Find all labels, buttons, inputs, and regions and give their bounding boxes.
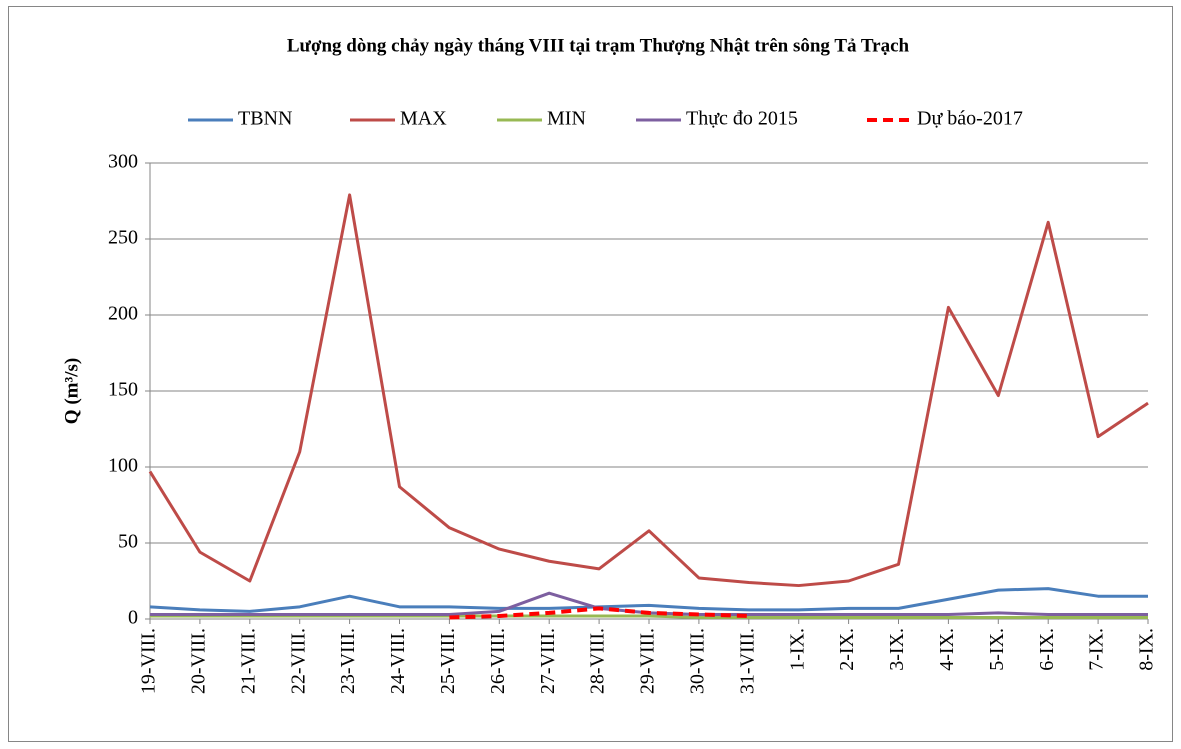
x-tick-label: 1-IX.: [786, 628, 808, 671]
x-tick-label: 23-VIII.: [337, 628, 359, 694]
y-tick-label: 250: [108, 227, 138, 249]
y-tick-label: 200: [108, 303, 138, 325]
x-tick-label: 19-VIII.: [138, 628, 160, 694]
x-tick-label: 7-IX.: [1086, 628, 1108, 671]
x-tick-label: 29-VIII.: [637, 628, 659, 694]
y-axis-label: Q (m³/s): [61, 358, 82, 424]
x-tick-label: 6-IX.: [1036, 628, 1058, 671]
x-tick-label: 28-VIII.: [587, 628, 609, 694]
y-tick-label: 0: [128, 607, 138, 629]
x-tick-label: 21-VIII.: [237, 628, 259, 694]
x-tick-label: 3-IX.: [886, 628, 908, 671]
series-line: [150, 614, 1148, 619]
series-line: [148, 193, 1149, 588]
x-tick-label: 30-VIII.: [686, 628, 708, 694]
y-tick-label: 150: [108, 379, 138, 401]
legend-label: Dự báo-2017: [917, 108, 1023, 130]
legend-label: MIN: [547, 108, 586, 130]
y-tick-label: 50: [118, 531, 138, 553]
legend-label: TBNN: [238, 108, 292, 130]
x-tick-label: 2-IX.: [836, 628, 858, 671]
y-tick-label: 300: [108, 151, 138, 173]
series-line: [149, 587, 1148, 613]
x-tick-label: 20-VIII.: [187, 628, 209, 694]
x-tick-label: 4-IX.: [936, 628, 958, 671]
x-tick-label: 27-VIII.: [537, 628, 559, 694]
chart-title: Lượng dòng chảy ngày tháng VIII tại trạm…: [287, 35, 910, 56]
series-line: [449, 606, 749, 620]
x-tick-label: 8-IX.: [1136, 628, 1158, 671]
x-tick-label: 5-IX.: [986, 628, 1008, 671]
x-tick-label: 31-VIII.: [736, 628, 758, 694]
legend-label: Thực đo 2015: [686, 108, 798, 130]
x-tick-label: 26-VIII.: [487, 628, 509, 694]
legend-label: MAX: [400, 108, 447, 130]
y-tick-label: 100: [108, 455, 138, 477]
x-tick-label: 25-VIII.: [437, 628, 459, 694]
x-tick-label: 22-VIII.: [287, 628, 309, 694]
x-tick-label: 24-VIII.: [387, 628, 409, 694]
